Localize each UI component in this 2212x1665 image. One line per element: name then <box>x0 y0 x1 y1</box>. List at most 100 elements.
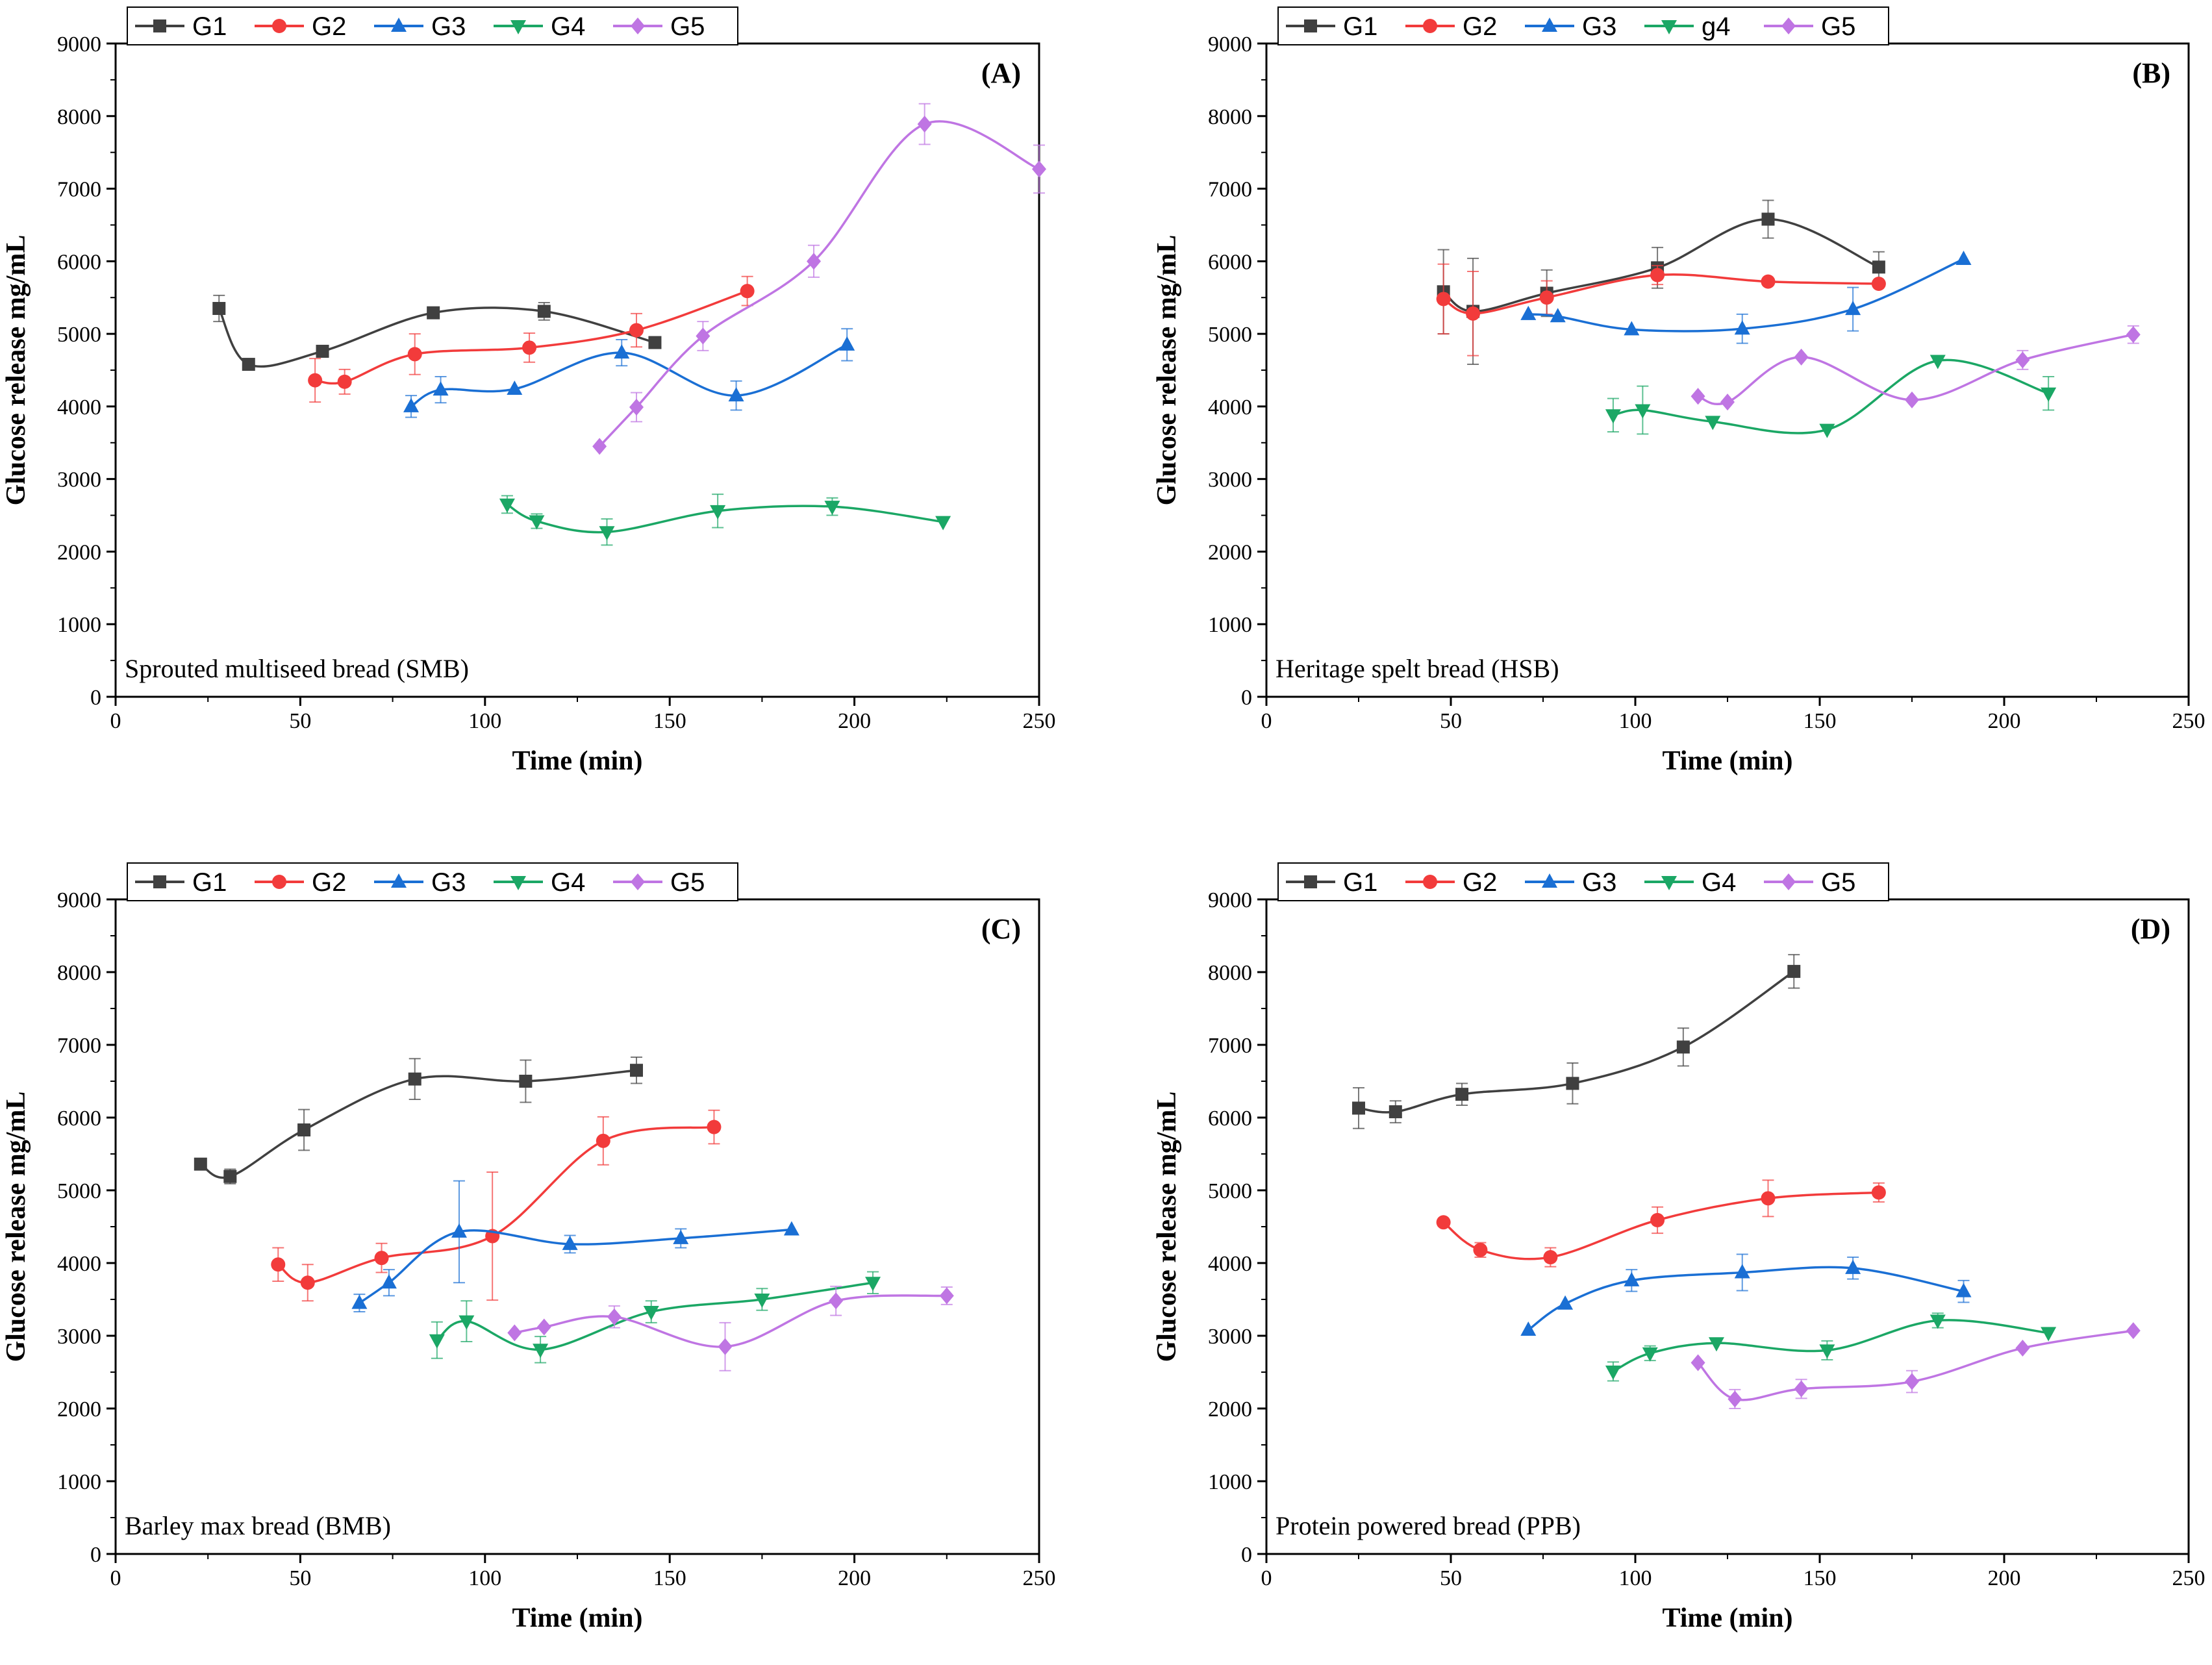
legend: G1 G2 G3 G4 G5 <box>127 6 738 45</box>
x-tick-label: 150 <box>653 1566 686 1590</box>
data-point <box>710 505 726 520</box>
data-point <box>1466 306 1481 321</box>
data-point <box>1520 1321 1537 1336</box>
panel-annotation: Protein powered bread (PPB) <box>1276 1511 1581 1540</box>
legend-label: G1 <box>1343 868 1377 897</box>
data-point <box>754 1294 770 1308</box>
y-tick-label: 6000 <box>57 1107 101 1131</box>
data-point <box>614 344 630 359</box>
data-point <box>2126 326 2141 344</box>
data-point <box>1728 1390 1742 1408</box>
data-point <box>1845 301 1861 316</box>
x-tick-label: 0 <box>110 709 121 733</box>
legend-label: G2 <box>1463 868 1497 897</box>
data-point <box>630 1064 644 1077</box>
data-point <box>271 1257 286 1272</box>
y-tick-label: 5000 <box>57 1179 101 1203</box>
data-point <box>2041 387 2057 402</box>
legend-label: G2 <box>312 12 346 41</box>
series-G2 <box>1436 263 1886 357</box>
x-tick-label: 250 <box>1023 709 1056 733</box>
data-point <box>1761 274 1776 289</box>
series-line <box>358 1228 792 1305</box>
data-point <box>1787 964 1801 978</box>
data-point <box>536 1318 551 1336</box>
series-line <box>1613 358 2049 434</box>
data-point <box>522 340 537 355</box>
data-point <box>1871 276 1886 291</box>
plot-frame <box>114 898 1040 1555</box>
data-point <box>1929 1314 1946 1329</box>
data-point <box>1955 1283 1972 1297</box>
y-tick-label: 4000 <box>57 395 101 419</box>
data-point <box>507 1324 522 1342</box>
data-point <box>297 1123 311 1137</box>
x-tick-label: 100 <box>468 1566 501 1590</box>
x-axis-label: Time (min) <box>512 1603 642 1633</box>
legend-label: G3 <box>431 868 466 897</box>
data-point <box>1650 1212 1665 1227</box>
series-G4 <box>499 494 951 546</box>
y-tick-label: 6000 <box>57 250 101 274</box>
data-point <box>1635 404 1651 419</box>
y-tick-label: 3000 <box>57 468 101 492</box>
data-point <box>939 1287 954 1305</box>
data-point <box>1436 292 1451 307</box>
y-tick-label: 1000 <box>57 613 101 637</box>
legend-label: G2 <box>312 868 346 897</box>
data-point <box>1539 290 1554 305</box>
y-tick-label: 2000 <box>1208 1397 1252 1421</box>
data-point <box>1473 1242 1488 1257</box>
legend-label: G5 <box>1821 12 1855 41</box>
y-tick-label: 0 <box>1241 1543 1252 1567</box>
data-point <box>537 305 551 318</box>
data-point <box>1708 1337 1724 1352</box>
legend-marker <box>510 876 526 890</box>
series-G3 <box>403 328 855 418</box>
legend: G1 G2 G3 G4 G5 <box>1277 862 1889 901</box>
data-point <box>1905 1373 1919 1390</box>
data-point <box>917 116 932 133</box>
y-tick-label: 4000 <box>1208 395 1252 419</box>
y-tick-label: 3000 <box>57 1325 101 1349</box>
data-point <box>408 1072 421 1086</box>
data-point <box>696 327 710 345</box>
y-tick-label: 2000 <box>57 1397 101 1421</box>
x-tick-label: 0 <box>110 1566 121 1590</box>
legend-label: G3 <box>1582 12 1616 41</box>
y-tick-label: 8000 <box>57 961 101 985</box>
series-line <box>1528 258 1965 332</box>
legend-marker <box>153 875 166 888</box>
legend-marker <box>272 19 286 33</box>
series-line <box>314 290 748 385</box>
x-tick-label: 0 <box>1261 1566 1272 1590</box>
series-G2 <box>1436 1179 1886 1268</box>
x-axis-label: Time (min) <box>1662 1603 1792 1633</box>
data-point <box>459 1315 475 1330</box>
data-point <box>2015 1340 2030 1357</box>
data-point <box>740 284 755 299</box>
data-point <box>403 397 420 412</box>
legend-label: G1 <box>192 12 227 41</box>
data-point <box>407 347 422 362</box>
y-tick-label: 6000 <box>1208 1107 1252 1131</box>
data-point <box>629 399 644 416</box>
data-point <box>2015 351 2030 369</box>
series-G5 <box>1690 1322 2141 1409</box>
panel-label: (D) <box>2131 913 2170 945</box>
series-G4 <box>429 1271 881 1364</box>
y-tick-label: 3000 <box>1208 1325 1252 1349</box>
data-point <box>935 516 951 531</box>
data-point <box>1605 409 1621 424</box>
y-axis-label: Glucose release mg/mL <box>1152 1092 1182 1362</box>
data-point <box>807 253 822 270</box>
panel-label: (B) <box>2132 57 2170 89</box>
data-point <box>1761 212 1775 226</box>
data-point <box>1872 260 1885 274</box>
x-tick-label: 50 <box>289 1566 311 1590</box>
data-point <box>1734 1264 1750 1279</box>
data-point <box>673 1229 689 1244</box>
chart-panel-3: 0 50 100 150 200 250 0 1000 2000 3000 4000 5000 6000… <box>1 862 1056 1633</box>
data-point <box>1761 1191 1776 1206</box>
legend-label: G4 <box>551 12 585 41</box>
